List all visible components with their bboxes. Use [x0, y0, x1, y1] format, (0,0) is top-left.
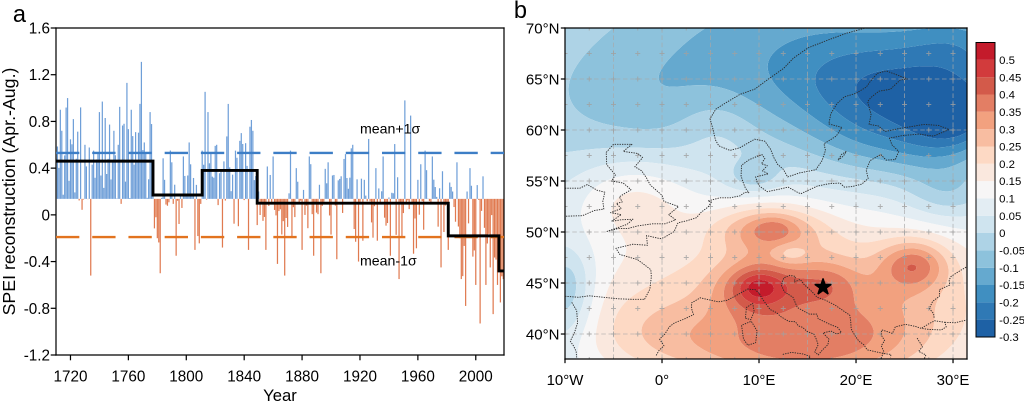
svg-text:0.3: 0.3 — [999, 124, 1015, 136]
svg-text:-0.1: -0.1 — [999, 263, 1019, 275]
svg-text:1760: 1760 — [111, 368, 145, 385]
svg-text:Year: Year — [263, 386, 297, 405]
svg-text:SPEI reconstruction (Apr.-Aug.: SPEI reconstruction (Apr.-Aug.) — [0, 68, 19, 316]
svg-text:-0.15: -0.15 — [999, 280, 1024, 292]
svg-text:1840: 1840 — [227, 368, 261, 385]
svg-text:0: 0 — [42, 207, 51, 224]
svg-text:30°E: 30°E — [937, 372, 970, 389]
svg-text:0.15: 0.15 — [999, 176, 1021, 188]
svg-text:45°N: 45°N — [526, 275, 560, 292]
svg-text:10°E: 10°E — [743, 372, 776, 389]
svg-text:0.4: 0.4 — [29, 161, 51, 178]
svg-text:-1.2: -1.2 — [24, 348, 50, 365]
svg-text:0.35: 0.35 — [999, 107, 1021, 119]
svg-text:0.2: 0.2 — [999, 159, 1015, 171]
svg-text:a: a — [13, 2, 27, 28]
svg-text:-0.8: -0.8 — [24, 301, 50, 318]
svg-text:60°N: 60°N — [526, 122, 560, 139]
svg-text:1.6: 1.6 — [29, 21, 50, 38]
svg-text:0.5: 0.5 — [999, 55, 1015, 67]
svg-text:0.1: 0.1 — [999, 194, 1015, 206]
svg-text:65°N: 65°N — [526, 71, 560, 88]
svg-text:0.05: 0.05 — [999, 211, 1021, 223]
svg-text:1880: 1880 — [285, 368, 319, 385]
svg-text:0.8: 0.8 — [29, 114, 50, 131]
svg-text:40°N: 40°N — [526, 326, 560, 343]
svg-text:1920: 1920 — [343, 368, 377, 385]
svg-text:0.45: 0.45 — [999, 72, 1021, 84]
svg-text:0.25: 0.25 — [999, 142, 1021, 154]
svg-text:-0.05: -0.05 — [999, 246, 1024, 258]
svg-text:0.4: 0.4 — [999, 90, 1015, 102]
svg-text:50°N: 50°N — [526, 224, 560, 241]
svg-text:b: b — [514, 0, 527, 24]
svg-text:0°: 0° — [655, 372, 669, 389]
svg-text:2000: 2000 — [459, 368, 493, 385]
svg-text:-0.3: -0.3 — [999, 332, 1019, 344]
svg-text:1.2: 1.2 — [29, 67, 50, 84]
svg-text:-0.25: -0.25 — [999, 315, 1024, 327]
svg-text:20°E: 20°E — [840, 372, 873, 389]
svg-text:0: 0 — [999, 228, 1005, 240]
svg-text:1720: 1720 — [53, 368, 87, 385]
svg-text:1960: 1960 — [401, 368, 435, 385]
svg-text:10°W: 10°W — [547, 372, 585, 389]
svg-text:-0.4: -0.4 — [24, 254, 51, 271]
svg-text:mean-1σ: mean-1σ — [360, 254, 417, 270]
svg-text:mean+1σ: mean+1σ — [360, 122, 421, 138]
svg-text:70°N: 70°N — [526, 20, 560, 37]
svg-text:55°N: 55°N — [526, 173, 560, 190]
svg-text:-0.2: -0.2 — [999, 297, 1019, 309]
svg-text:1800: 1800 — [169, 368, 203, 385]
